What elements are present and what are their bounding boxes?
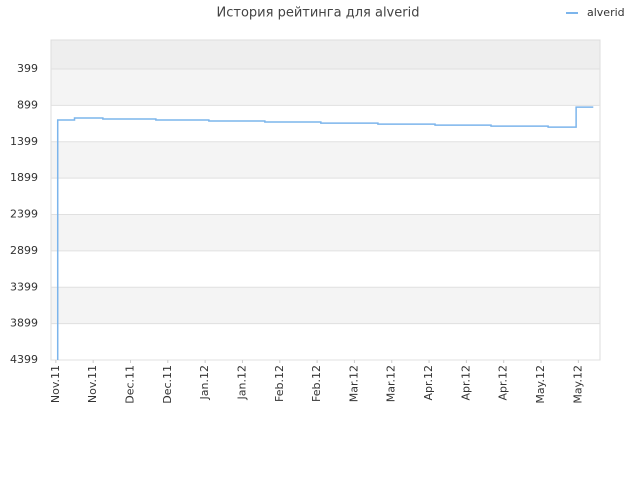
y-tick-label: 399 [17, 62, 38, 75]
plot-band [51, 250, 600, 288]
y-tick-label: 3899 [10, 317, 38, 330]
x-tick-label: Jan.12 [235, 365, 248, 400]
x-tick-label: Apr.12 [497, 365, 510, 401]
x-tick-label: Feb.12 [273, 365, 286, 402]
x-tick-label: Apr.12 [459, 365, 472, 401]
plot-band [51, 69, 600, 106]
x-tick-label: Dec.11 [161, 365, 174, 404]
x-tick-label: Dec.11 [123, 365, 136, 404]
x-tick-label: Mar.12 [385, 365, 398, 402]
x-tick-label: Apr.12 [422, 365, 435, 401]
chart-title: История рейтинга для alverid [217, 6, 420, 21]
plot-band [51, 214, 600, 251]
y-tick-label: 1399 [10, 135, 38, 148]
plot-band [51, 323, 600, 360]
plot-band [51, 141, 600, 179]
x-tick-label: Nov.11 [49, 365, 62, 403]
series-line [56, 106, 594, 360]
y-tick-label: 899 [17, 98, 38, 111]
x-tick-label: May.12 [571, 365, 584, 404]
x-tick-label: May.12 [534, 365, 547, 404]
x-tick-label: Nov.11 [86, 365, 99, 403]
x-tick-label: Jan.12 [198, 365, 211, 400]
plot-band [51, 40, 600, 70]
legend-label: alverid [587, 6, 625, 19]
plot-band [51, 287, 600, 324]
y-tick-label: 4399 [10, 353, 38, 366]
x-tick-label: Feb.12 [310, 365, 323, 402]
y-tick-label: 2399 [10, 208, 38, 221]
y-tick-label: 3399 [10, 280, 38, 293]
y-tick-label: 2899 [10, 244, 38, 257]
plot-band [51, 178, 600, 215]
x-tick-label: Mar.12 [347, 365, 360, 402]
y-tick-label: 1899 [10, 171, 38, 184]
